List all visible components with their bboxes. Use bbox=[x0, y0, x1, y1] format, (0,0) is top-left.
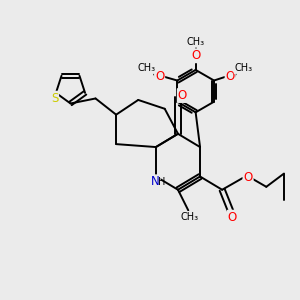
Text: N: N bbox=[151, 175, 160, 188]
Text: CH₃: CH₃ bbox=[181, 212, 199, 222]
Text: CH₃: CH₃ bbox=[137, 63, 155, 73]
Text: O: O bbox=[178, 89, 187, 102]
Text: H: H bbox=[158, 177, 166, 187]
Text: CH₃: CH₃ bbox=[234, 63, 253, 73]
Text: O: O bbox=[226, 70, 235, 83]
Text: O: O bbox=[228, 211, 237, 224]
Text: O: O bbox=[191, 49, 200, 62]
Text: O: O bbox=[243, 171, 253, 184]
Text: S: S bbox=[51, 92, 58, 105]
Text: O: O bbox=[155, 70, 164, 83]
Text: CH₃: CH₃ bbox=[187, 37, 205, 47]
